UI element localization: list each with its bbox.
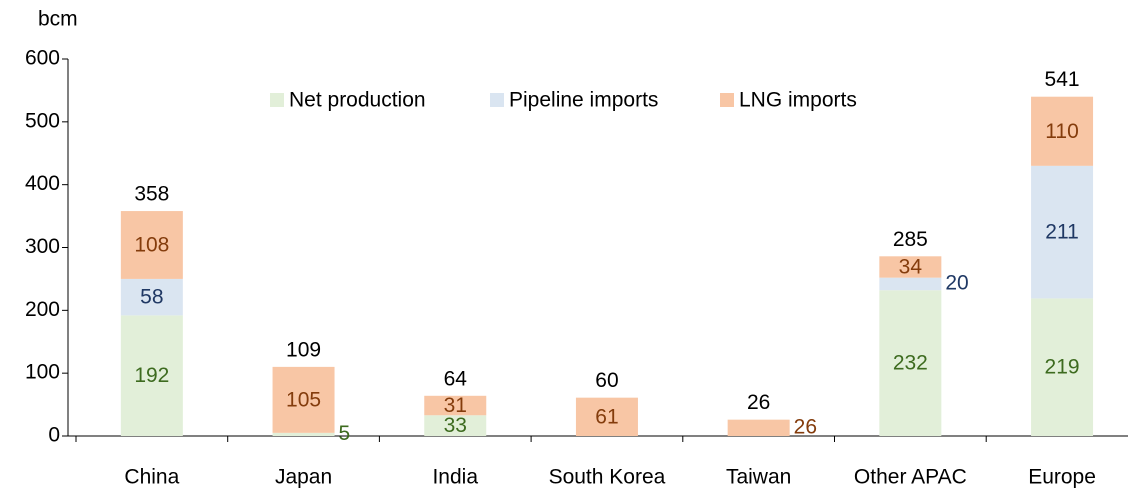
- y-tick-label: 500: [25, 109, 60, 132]
- bar-segment: [120, 278, 183, 316]
- legend-label: Net production: [289, 89, 426, 112]
- data-label: 26: [794, 415, 817, 438]
- bar-segment: [424, 415, 487, 436]
- bar-segment: [120, 211, 183, 279]
- data-label: 192: [134, 364, 169, 387]
- y-tick-label: 0: [48, 424, 60, 447]
- legend-label: LNG imports: [739, 89, 857, 112]
- y-axis-label: bcm: [38, 8, 78, 31]
- bar-segment: [424, 395, 487, 416]
- y-tick-label: 100: [25, 361, 60, 384]
- bar-segment: [879, 256, 942, 278]
- bar-segment: [879, 277, 942, 291]
- bar-segment: [727, 419, 790, 436]
- total-label: 541: [1045, 68, 1080, 91]
- y-tick-label: 600: [25, 47, 60, 70]
- bar-segment: [1031, 96, 1094, 166]
- legend-swatch: [270, 93, 284, 107]
- legend-swatch: [720, 93, 734, 107]
- x-tick-label: Taiwan: [726, 466, 791, 489]
- total-label: 60: [595, 369, 618, 392]
- data-label: 31: [444, 394, 467, 417]
- total-label: 358: [134, 183, 169, 206]
- x-tick-label: China: [124, 466, 179, 489]
- data-label: 105: [286, 388, 321, 411]
- data-label: 219: [1045, 356, 1080, 379]
- y-tick-label: 200: [25, 298, 60, 321]
- bar-segment: [879, 290, 942, 436]
- data-label: 232: [893, 352, 928, 375]
- data-label: 110: [1045, 120, 1078, 143]
- legend-swatch: [490, 93, 504, 107]
- bar-segment: [120, 315, 183, 436]
- data-label: 33: [444, 414, 467, 437]
- data-label: 61: [595, 405, 618, 428]
- total-label: 109: [286, 338, 321, 361]
- total-label: 64: [444, 367, 468, 390]
- bar-segment: [272, 366, 335, 433]
- data-label: 211: [1045, 221, 1078, 244]
- data-label: 58: [140, 286, 163, 309]
- bar-segment: [1031, 165, 1094, 299]
- legend-label: Pipeline imports: [509, 89, 658, 112]
- y-tick-label: 400: [25, 172, 60, 195]
- total-label: 26: [747, 391, 770, 414]
- total-label: 285: [893, 228, 928, 251]
- data-label: 108: [134, 234, 169, 257]
- data-label: 5: [339, 422, 351, 445]
- data-label: 20: [945, 271, 968, 294]
- x-tick-label: Japan: [275, 466, 332, 489]
- x-tick-label: India: [432, 466, 478, 489]
- x-tick-label: Europe: [1028, 466, 1096, 489]
- x-tick-label: Other APAC: [854, 466, 967, 489]
- y-tick-label: 300: [25, 235, 60, 258]
- x-tick-label: South Korea: [549, 466, 666, 489]
- bar-segment: [575, 397, 638, 436]
- data-label: 34: [899, 256, 923, 279]
- bar-segment: [1031, 298, 1094, 436]
- bar-segment: [272, 432, 335, 436]
